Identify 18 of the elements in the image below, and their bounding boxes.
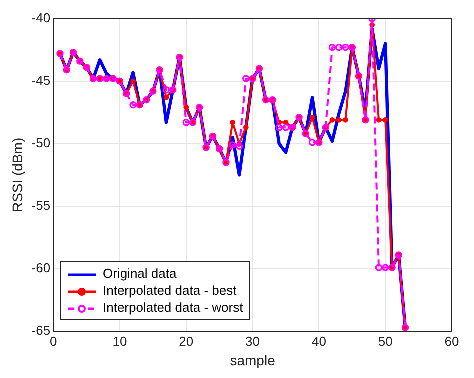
x-tick-label: 30 <box>246 334 260 349</box>
x-tick-label: 50 <box>378 334 393 349</box>
y-tick-label: -40 <box>32 10 51 26</box>
x-tick-label: 0 <box>50 334 58 349</box>
y-tick-label: -45 <box>32 72 51 88</box>
legend-label: Interpolated data - best <box>103 283 237 298</box>
x-tick-label: 60 <box>444 334 460 349</box>
legend-label: Interpolated data - worst <box>103 300 244 315</box>
y-tick-label: -55 <box>32 198 51 214</box>
x-axis-title: sample <box>230 352 276 368</box>
y-tick-label: -60 <box>32 260 51 276</box>
y-tick-label: -50 <box>32 136 51 150</box>
x-tick-label: 10 <box>112 334 128 349</box>
x-tick-label: 20 <box>179 334 194 349</box>
y-tick-label: -65 <box>32 323 51 338</box>
legend-label: Original data <box>103 266 177 281</box>
x-tick-label: 40 <box>312 334 326 349</box>
y-axis-title: RSSI (dBm) <box>9 138 26 213</box>
